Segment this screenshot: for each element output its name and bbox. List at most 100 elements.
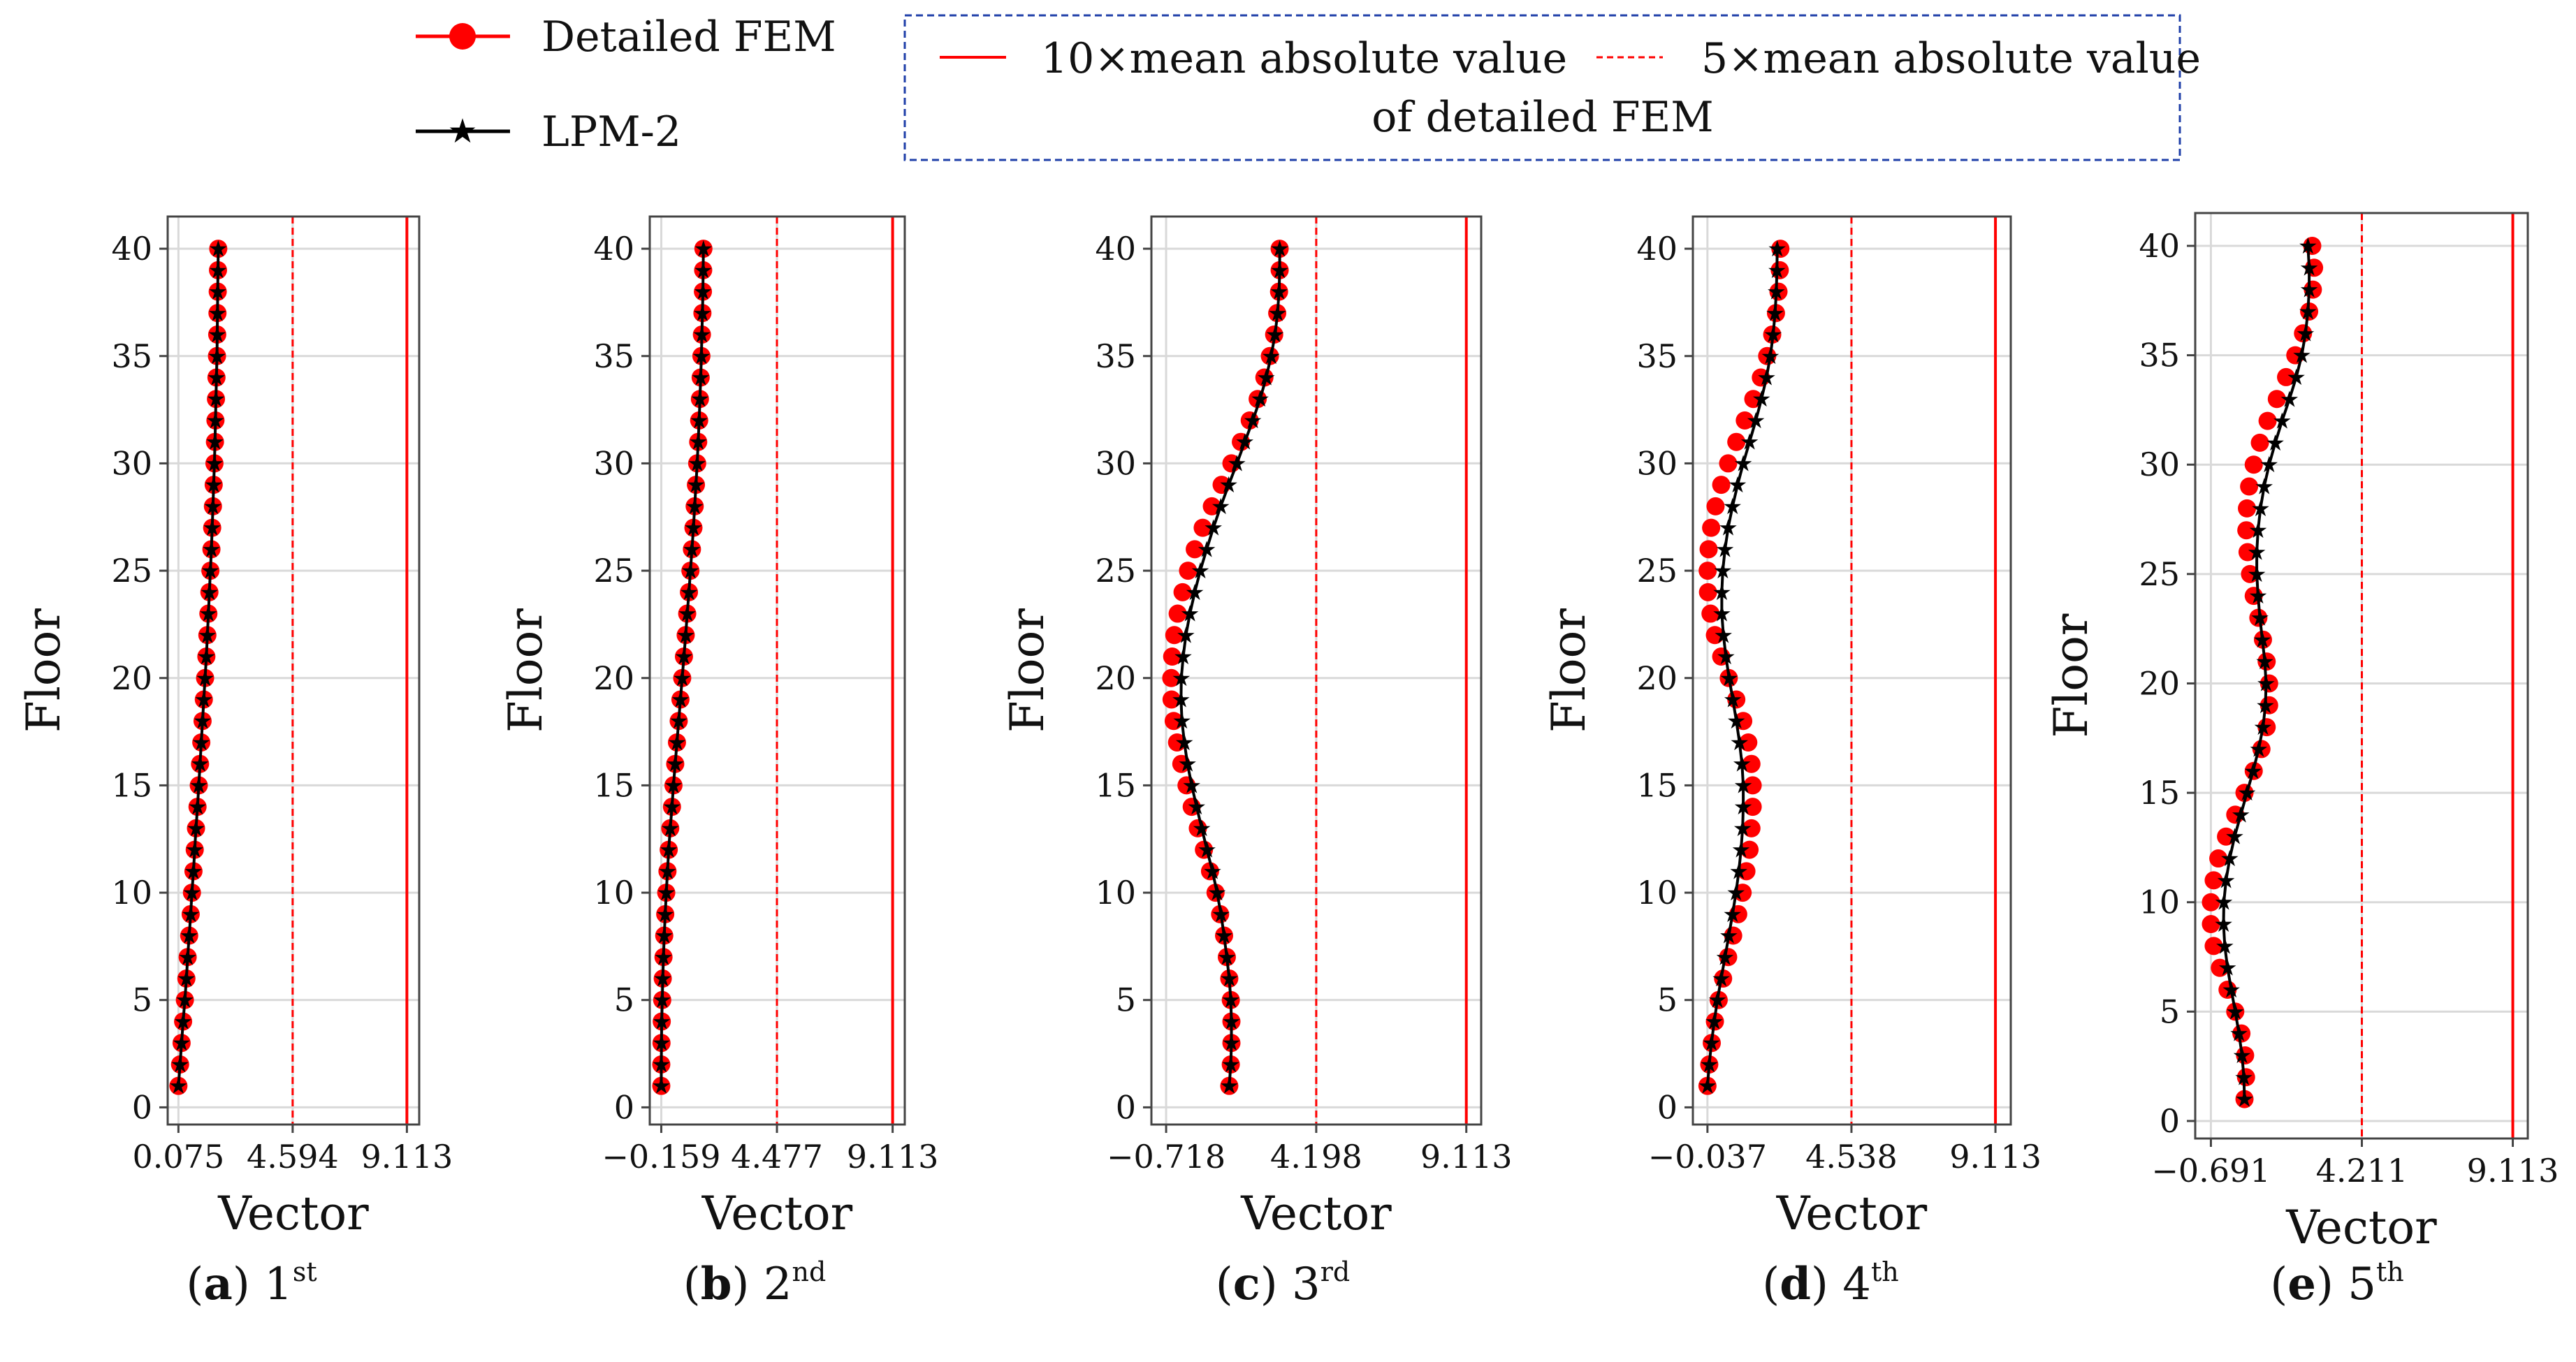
- lpm-point: ★: [170, 1051, 190, 1078]
- lpm-point: ★: [1217, 944, 1237, 970]
- lpm-point: ★: [2247, 539, 2267, 566]
- fem-point: [209, 240, 228, 258]
- lpm-point: ★: [199, 579, 219, 606]
- lpm-line: [1705, 249, 1779, 1086]
- x-axis-label: Vector: [1240, 1187, 1392, 1240]
- lpm-point: ★: [651, 1051, 671, 1078]
- lpm-point: ★: [674, 643, 694, 670]
- y-tick-label: 0: [1657, 1088, 1678, 1126]
- fem-point: [1702, 518, 1721, 537]
- lpm-point: ★: [191, 729, 212, 756]
- fem-point: [694, 240, 713, 258]
- lpm-point: ★: [1731, 837, 1752, 863]
- lpm-point: ★: [1711, 965, 1731, 992]
- lpm-point: ★: [176, 965, 196, 992]
- y-tick-label: 10: [111, 874, 152, 911]
- lpm-point: ★: [1716, 643, 1736, 670]
- y-tick-label: 25: [1095, 552, 1136, 590]
- y-tick-label: 35: [593, 337, 634, 375]
- lpm-point: ★: [1267, 300, 1288, 326]
- lpm-point: ★: [2295, 320, 2315, 346]
- fem-point: [1769, 282, 1788, 301]
- y-tick-label: 25: [2139, 555, 2180, 593]
- lpm-point: ★: [1715, 944, 1735, 970]
- lpm-point: ★: [196, 643, 217, 670]
- lpm-point: ★: [2250, 495, 2271, 522]
- lpm-point: ★: [1176, 622, 1196, 648]
- lpm-point: ★: [2234, 1064, 2254, 1090]
- lpm-point: ★: [1173, 643, 1193, 670]
- x-axis-label: Vector: [1776, 1187, 1928, 1240]
- legend-thresholds: 10×mean absolute value 5×mean absolute v…: [903, 14, 2201, 161]
- y-tick-label: 15: [1095, 766, 1136, 804]
- lpm-point: ★: [2243, 758, 2264, 784]
- lpm-point: ★: [195, 665, 215, 691]
- lpm-point: ★: [2221, 976, 2241, 1003]
- lpm-point: ★: [1733, 772, 1754, 798]
- lpm-point: ★: [1191, 557, 1211, 584]
- legend-line5-label: 5×mean absolute value: [1701, 34, 2201, 83]
- lpm-point: ★: [208, 235, 228, 262]
- lpm-point: ★: [1713, 622, 1733, 648]
- x-axis-label: Vector: [701, 1187, 853, 1240]
- y-tick-label: 15: [1636, 766, 1678, 804]
- panel-caption: (d) 4th: [1762, 1257, 1899, 1310]
- y-tick-label: 30: [593, 444, 634, 482]
- fem-point: [2250, 433, 2269, 452]
- y-tick-label: 20: [2139, 664, 2180, 702]
- legend-lpm-marker: ★: [447, 112, 477, 151]
- fem-point: [2209, 849, 2228, 868]
- y-tick-label: 0: [2160, 1102, 2180, 1140]
- lpm-point: ★: [190, 751, 210, 777]
- y-tick-label: 20: [593, 659, 634, 697]
- chart-panel-c: 0 5 10 15 20 25 30 35 40 −0.718 4.198 9.113 Vector Fl…: [1000, 215, 1513, 1310]
- x-tick-label: 4.538: [1805, 1138, 1898, 1176]
- lpm-point: ★: [1719, 665, 1739, 691]
- x-tick-label: 4.211: [2316, 1152, 2408, 1189]
- fem-point: [1270, 240, 1289, 258]
- y-tick-label: 5: [2160, 993, 2180, 1030]
- lpm-point: ★: [1172, 708, 1192, 734]
- fem-point: [1740, 840, 1759, 859]
- lpm-point: ★: [664, 772, 684, 798]
- legend-line10-label: 10×mean absolute value: [1041, 34, 1567, 83]
- lpm-point: ★: [1729, 858, 1749, 884]
- lpm-point: ★: [685, 493, 705, 520]
- lpm-point: ★: [656, 879, 676, 906]
- y-tick-label: 5: [1116, 981, 1136, 1019]
- y-axis-label: Floor: [2044, 613, 2098, 738]
- lpm-point: ★: [693, 257, 713, 284]
- lpm-point: ★: [2225, 998, 2246, 1025]
- lpm-point: ★: [1218, 471, 1239, 498]
- lpm-point: ★: [1174, 729, 1195, 756]
- lpm-point: ★: [1765, 300, 1785, 326]
- lpm-point: ★: [2248, 735, 2269, 762]
- lpm-point: ★: [205, 429, 225, 455]
- fem-point: [2238, 499, 2257, 518]
- y-tick-label: 10: [1095, 874, 1136, 911]
- lpm-point: ★: [1746, 407, 1766, 434]
- lpm-point: ★: [2231, 801, 2251, 828]
- lpm-point: ★: [1171, 665, 1191, 691]
- lpm-point: ★: [184, 858, 204, 884]
- fem-point: [1202, 497, 1221, 515]
- lpm-point: ★: [653, 944, 674, 970]
- y-tick-label: 40: [2139, 227, 2180, 265]
- x-axis-label: Vector: [2285, 1201, 2437, 1254]
- lpm-point: ★: [1203, 515, 1223, 541]
- y-tick-label: 15: [593, 766, 634, 804]
- lpm-point: ★: [1185, 579, 1205, 606]
- lpm-point: ★: [686, 471, 706, 498]
- fem-point: [1165, 626, 1184, 645]
- fem-point: [2237, 521, 2256, 540]
- fem-point: [2240, 477, 2259, 496]
- lpm-point: ★: [1207, 879, 1228, 906]
- lpm-point: ★: [2234, 1086, 2255, 1113]
- lpm-point: ★: [681, 557, 701, 584]
- y-tick-label: 15: [111, 766, 152, 804]
- lpm-point: ★: [2298, 298, 2318, 325]
- lpm-point: ★: [1733, 815, 1753, 842]
- fem-point: [1706, 497, 1725, 515]
- fem-point: [2211, 958, 2229, 977]
- lpm-point: ★: [1712, 601, 1732, 627]
